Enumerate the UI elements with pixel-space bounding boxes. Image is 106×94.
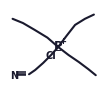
Text: N: N [10, 71, 18, 81]
Text: P: P [54, 41, 62, 53]
Text: −: − [54, 46, 61, 55]
Text: +: + [59, 37, 66, 46]
Text: Cl: Cl [46, 51, 56, 61]
